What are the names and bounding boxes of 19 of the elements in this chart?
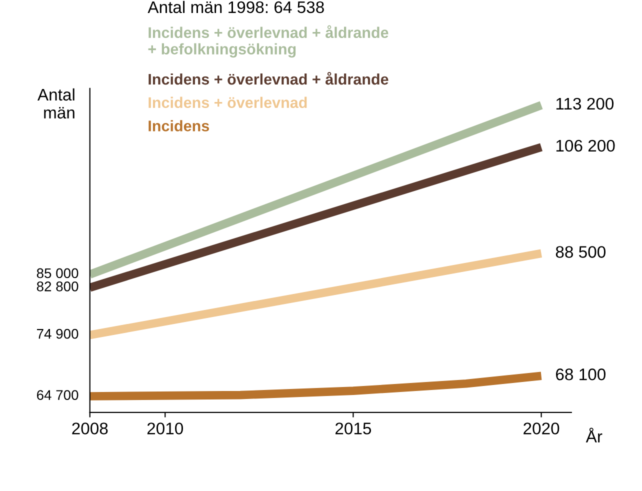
data-label: 64 700 xyxy=(37,390,78,400)
text: Incidens + överlevnad + åldrande + befolkningsökning xyxy=(148,25,388,58)
data-label: 88 500 xyxy=(556,246,606,258)
x-tick-label: 2008 xyxy=(72,422,108,434)
y-axis-title: Antal män xyxy=(37,88,74,119)
text: Incidens + överlevnad + åldrande xyxy=(148,72,388,85)
data-label: 74 900 xyxy=(37,328,78,339)
x-tick-label: 2015 xyxy=(336,422,372,434)
x-tick-label: 2020 xyxy=(524,422,560,434)
data-label: 68 100 xyxy=(556,368,606,380)
data-label: 85 000 xyxy=(36,268,78,278)
text: Incidens + överlevnad xyxy=(148,96,307,108)
text: Incidens xyxy=(148,120,210,132)
data-label: 106 200 xyxy=(556,140,615,152)
x-tick-label: 2010 xyxy=(147,422,184,434)
data-label: 113 200 xyxy=(556,98,614,110)
x-axis-title: År xyxy=(586,428,602,442)
data-label: 82 800 xyxy=(36,282,78,292)
chart-title: Antal män 1998: 64 538 xyxy=(148,0,324,14)
